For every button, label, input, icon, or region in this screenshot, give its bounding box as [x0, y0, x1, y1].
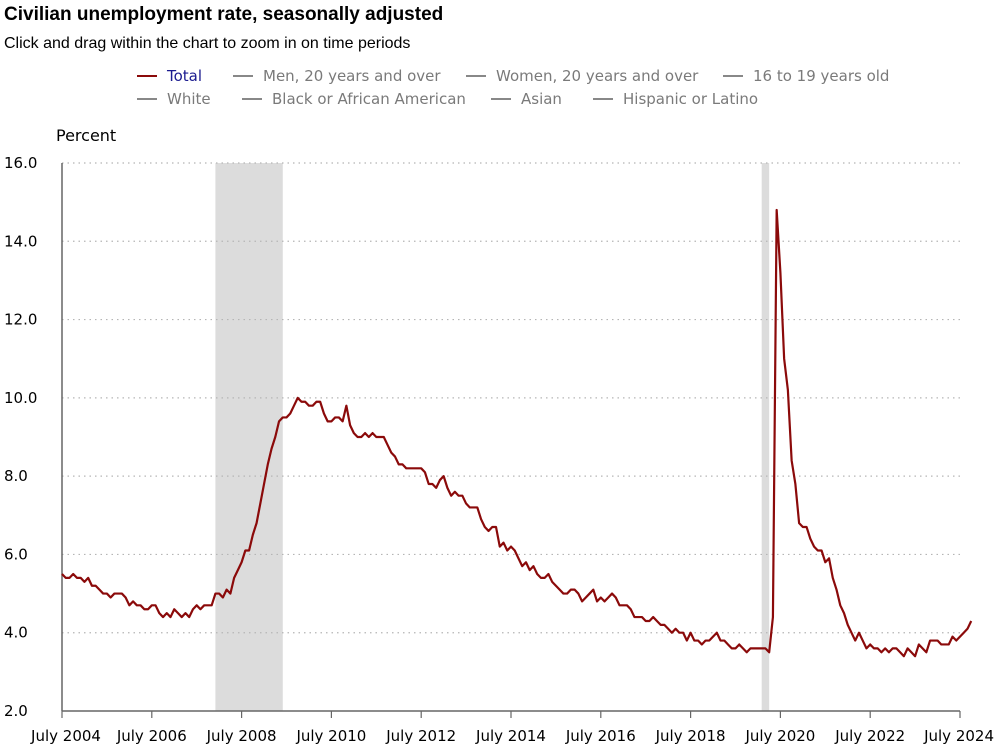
legend-label: Hispanic or Latino [623, 90, 759, 108]
y-tick-label: 6.0 [4, 545, 28, 563]
legend-item-total[interactable]: Total [137, 67, 202, 85]
legend-label: Total [167, 67, 203, 85]
legend-item-hispanic-or-latino[interactable]: Hispanic or Latino [593, 90, 758, 108]
y-tick-label: 12.0 [4, 311, 37, 329]
x-tick-label: July 2008 [206, 727, 277, 745]
legend-swatch-icon [137, 98, 157, 100]
legend-swatch-icon [593, 98, 613, 100]
chart-title: Civilian unemployment rate, seasonally a… [4, 4, 444, 25]
legend-item-black-or-african-american[interactable]: Black or African American [242, 90, 466, 108]
y-tick-label: 8.0 [4, 467, 28, 485]
legend-item-men-20-and-over[interactable]: Men, 20 years and over [233, 67, 441, 85]
legend-item-women-20-and-over[interactable]: Women, 20 years and over [466, 67, 698, 85]
x-tick-label: July 2018 [655, 727, 726, 745]
x-tick-label: July 2004 [30, 727, 101, 745]
x-tick-label: July 2014 [475, 727, 546, 745]
legend-label: 16 to 19 years old [753, 67, 890, 85]
recession-band [761, 163, 770, 711]
legend-label: Men, 20 years and over [263, 67, 441, 85]
legend-item-asian[interactable]: Asian [491, 90, 562, 108]
y-tick-label: 16.0 [4, 154, 37, 172]
y-axis-title: Percent [56, 126, 116, 145]
x-tick-label: July 2022 [834, 727, 905, 745]
legend-swatch-icon [491, 98, 511, 100]
legend-swatch-icon [233, 75, 253, 77]
legend-swatch-icon [466, 75, 486, 77]
series-line-total[interactable] [61, 208, 973, 658]
legend-swatch-icon [723, 75, 743, 77]
x-tick-label: July 2006 [116, 727, 187, 745]
legend-swatch-icon [137, 75, 157, 77]
legend-item-16-to-19[interactable]: 16 to 19 years old [723, 67, 889, 85]
legend-item-white[interactable]: White [137, 90, 211, 108]
legend-label: Women, 20 years and over [496, 67, 699, 85]
x-tick-label: July 2016 [565, 727, 636, 745]
y-tick-label: 14.0 [4, 232, 37, 250]
legend-label: White [167, 90, 211, 108]
x-tick-label: July 2024 [923, 727, 994, 745]
y-tick-label: 2.0 [4, 702, 28, 720]
legend-label: Black or African American [272, 90, 466, 108]
legend-label: Asian [521, 90, 562, 108]
legend-swatch-icon [242, 98, 262, 100]
x-tick-label: July 2010 [295, 727, 366, 745]
chart-subtitle: Click and drag within the chart to zoom … [4, 35, 411, 52]
x-tick-label: July 2012 [385, 727, 456, 745]
y-tick-label: 10.0 [4, 389, 37, 407]
x-tick-label: July 2020 [744, 727, 815, 745]
recession-band [215, 163, 283, 711]
y-tick-label: 4.0 [4, 624, 28, 642]
